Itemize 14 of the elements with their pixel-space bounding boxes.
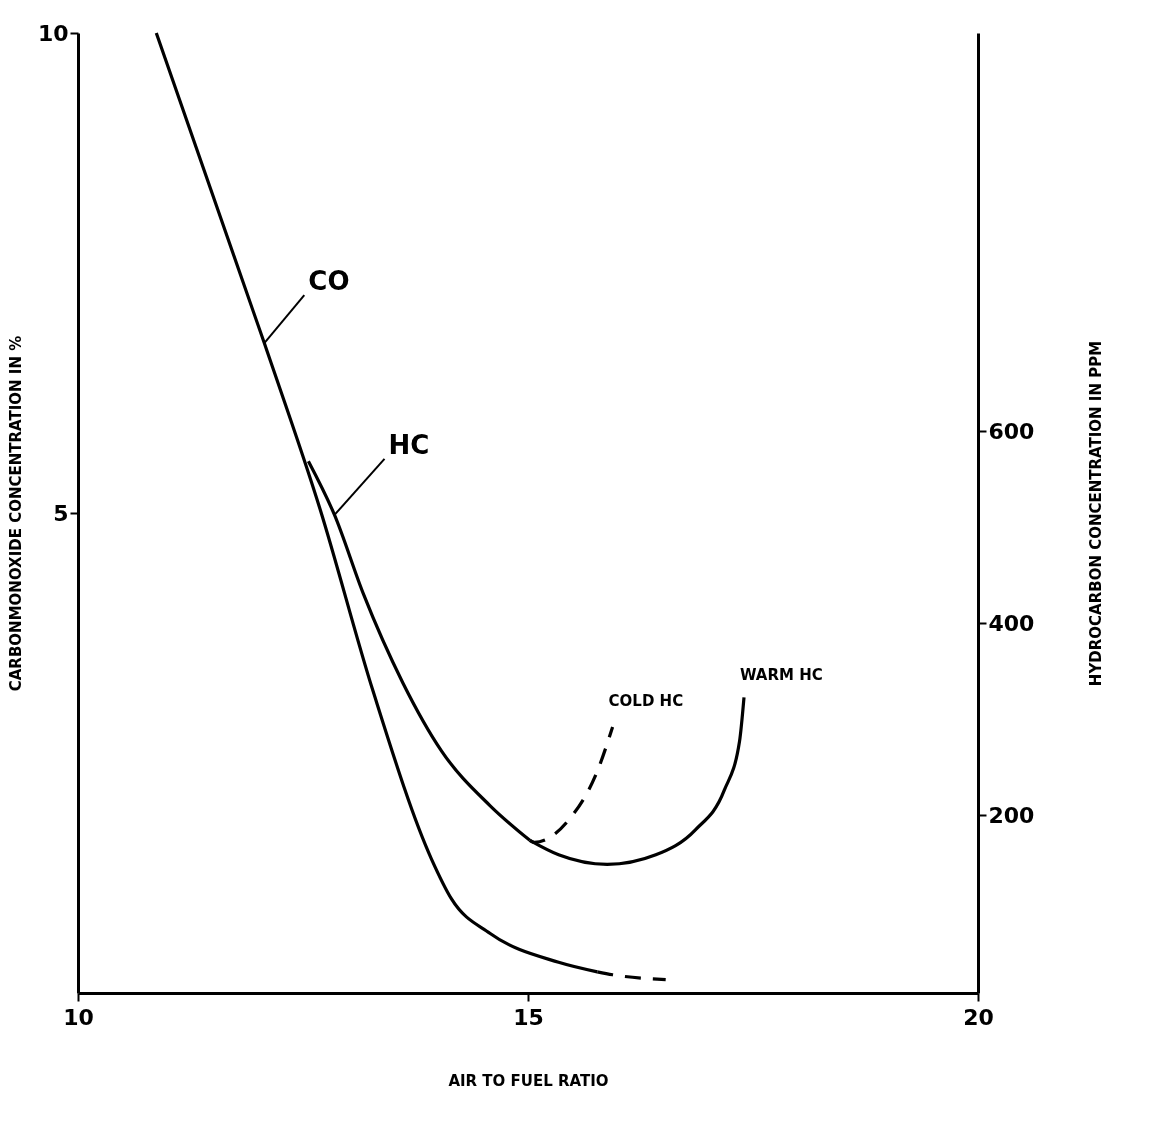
y2-tick-label: 200 [988,802,1035,828]
y2-axis-title: HYDROCARBON CONCENTRATION IN PPM [1087,340,1106,687]
y2-tick-label: 400 [988,610,1035,636]
text: CO [308,266,350,297]
series-label: COLD HC [608,692,684,711]
y-axis-title: CARBONMONOXIDE CONCENTRATION IN % [6,335,25,692]
text: HC [388,429,430,460]
x-tick-label: 15 [513,1004,544,1030]
series-label: WARM HC [740,666,823,685]
x-tick-label: 10 [63,1004,94,1030]
y-tick-label: 5 [53,500,69,526]
y2-tick-label: 600 [988,418,1035,444]
x-axis-title: AIR TO FUEL RATIO [448,1071,609,1090]
x-tick-label: 20 [963,1004,994,1030]
